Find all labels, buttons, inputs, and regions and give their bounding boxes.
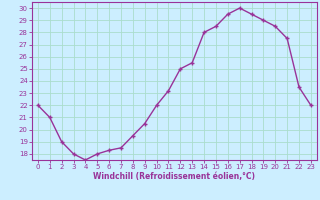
X-axis label: Windchill (Refroidissement éolien,°C): Windchill (Refroidissement éolien,°C) <box>93 172 255 181</box>
